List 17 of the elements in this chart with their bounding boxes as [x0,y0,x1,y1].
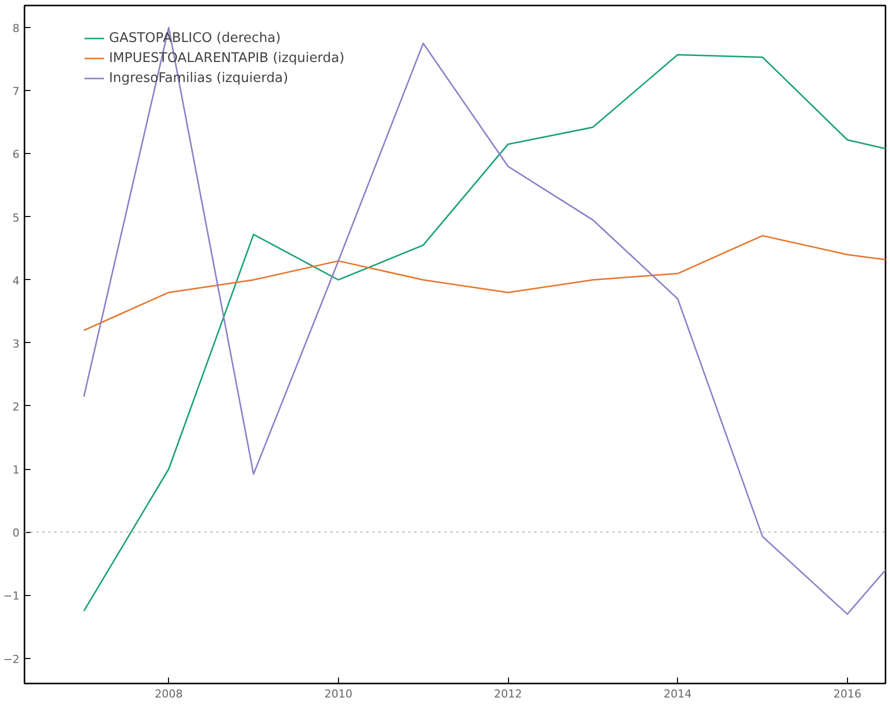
y-tick-label: −2 [3,652,20,666]
y-tick-label: 2 [12,400,20,414]
y-tick-label: 1 [12,464,20,477]
line-series [83,234,886,332]
y-tick-label: 3 [12,337,20,350]
x-tick-label: 2012 [494,688,522,700]
x-tick-label: 2008 [154,688,183,700]
y-tick-label: 6 [12,148,20,162]
y-tick-label: −1 [3,590,20,603]
y-tick-label: 4 [12,274,20,288]
y-tick-label: 5 [12,211,20,224]
x-tick-label: 2016 [833,688,862,700]
y-tick-label: 8 [12,22,20,36]
y-tick-label: 7 [12,85,20,98]
x-tick-label: 2014 [664,688,692,700]
x-tick-label: 2010 [324,688,352,700]
y-tick-label: 0 [12,526,20,540]
